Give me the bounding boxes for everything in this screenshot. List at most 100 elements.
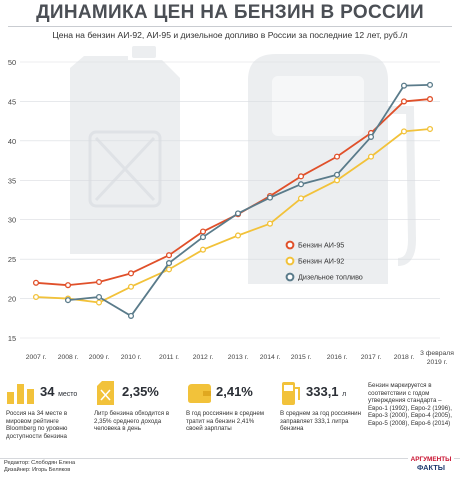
y-axis: 15 20 25 30 35 40 45 50: [8, 58, 16, 343]
x-tick-label: 3 февраля: [420, 350, 454, 357]
svg-text:АРГУМЕНТЫ: АРГУМЕНТЫ: [411, 456, 452, 463]
fact-rating-desc: Россия на 34 месте в мировом рейтинге Bl…: [6, 410, 68, 440]
chart-subtitle: Цена на бензин АИ-92, АИ-95 и дизельное …: [52, 30, 408, 40]
data-point: [266, 220, 274, 227]
bars-icon: [7, 384, 34, 404]
x-tick-label: 2010 г.: [121, 354, 142, 361]
data-point: [165, 266, 173, 273]
canister-icon: [97, 381, 114, 405]
data-point: [127, 312, 135, 319]
legend-marker: [285, 256, 295, 266]
series-lines: [32, 81, 434, 319]
fact-liters-value: 333,1 л: [306, 384, 347, 399]
data-point: [400, 128, 408, 135]
fact-income-share: 2,35% Литр бензина обходится в 2,35% сре…: [92, 372, 178, 458]
data-point: [333, 171, 341, 178]
x-tick-label: 2018 г.: [394, 354, 415, 361]
x-tick-label: 2016 г.: [327, 354, 348, 361]
data-point: [367, 133, 375, 140]
data-point: [234, 210, 242, 217]
x-axis: 2007 г. 2008 г. 2009 г. 2010 г. 2011 г. 2012 …: [26, 350, 455, 366]
data-point: [426, 96, 434, 103]
fact-rating-value: 34 место: [40, 384, 78, 399]
y-tick-label: 15: [8, 334, 16, 343]
svg-text:ФАКТЫ: ФАКТЫ: [417, 463, 445, 472]
data-point: [297, 181, 305, 188]
fact-salary-share: 2,41% В год россиянин в среднем тратит н…: [184, 372, 272, 458]
fact-euro-standard-desc: Бензин маркируется в соответствии с годо…: [368, 382, 452, 427]
data-point: [234, 232, 242, 239]
data-point: [333, 153, 341, 160]
data-point: [199, 246, 207, 253]
designer-credit: Дизайнер: Игорь Беляков: [4, 467, 71, 474]
data-point: [32, 279, 40, 286]
x-tick-label: 2014 г.: [260, 354, 281, 361]
data-point: [426, 81, 434, 88]
x-tick-label: 2008 г.: [58, 354, 79, 361]
pump-hose-illustration: [388, 106, 417, 266]
y-tick-label: 40: [8, 137, 16, 146]
data-point: [165, 252, 173, 259]
title-divider: [8, 26, 452, 27]
page-title: ДИНАМИКА ЦЕН НА БЕНЗИН В РОССИИ: [36, 2, 424, 23]
fact-salary-share-value: 2,41%: [216, 384, 253, 399]
canister-cap-illustration: [132, 46, 156, 58]
data-point: [127, 283, 135, 290]
editor-credit: Редактор: Слободян Елена: [4, 460, 76, 466]
data-point: [127, 270, 135, 277]
fact-euro-standard: Бензин маркируется в соответствии с годо…: [366, 372, 456, 458]
data-point: [367, 153, 375, 160]
footer-divider: [0, 458, 460, 459]
x-tick-label: 2012 г.: [193, 354, 214, 361]
data-point: [426, 125, 434, 133]
data-point: [64, 282, 72, 289]
x-tick-label: 2013 г.: [228, 354, 249, 361]
publisher-logo: АРГУМЕНТЫ ФАКТЫ: [408, 452, 454, 474]
data-point: [266, 194, 274, 201]
data-point: [32, 293, 40, 301]
fact-liters-desc: В среднем за год россиянин заправляет 33…: [280, 410, 362, 433]
data-point: [400, 98, 408, 105]
footer-credits: Редактор: Слободян Елена Дизайнер: Игорь…: [4, 460, 75, 475]
data-point: [95, 293, 103, 301]
pump-window-illustration: [272, 76, 364, 136]
data-point: [165, 260, 173, 267]
data-point: [400, 82, 408, 89]
x-tick-label: 2015 г.: [291, 354, 312, 361]
fact-income-share-value: 2,35%: [122, 384, 159, 399]
legend-label: Дизельное топливо: [298, 273, 363, 282]
y-tick-label: 20: [8, 295, 16, 304]
data-point: [297, 195, 305, 202]
data-point: [199, 228, 207, 235]
fact-liters: 333,1 л В среднем за год россиянин запра…: [278, 372, 362, 458]
y-tick-label: 30: [8, 216, 16, 225]
fact-income-share-desc: Литр бензина обходится в 2,35% среднего …: [94, 410, 170, 433]
y-tick-label: 35: [8, 176, 16, 185]
y-tick-label: 50: [8, 58, 16, 67]
y-tick-label: 25: [8, 255, 16, 264]
legend-marker: [285, 240, 295, 250]
canister-marks: [88, 130, 162, 208]
x-tick-label: 2009 г.: [89, 354, 110, 361]
data-point: [95, 299, 103, 306]
legend-label: Бензин АИ-95: [298, 241, 344, 250]
series-line: [67, 83, 431, 317]
x-tick-label: 2019 г.: [427, 359, 448, 366]
x-tick-label: 2011 г.: [159, 354, 179, 361]
facts-panel: 34 место Россия на 34 месте в мировом ре…: [0, 372, 460, 458]
canister-illustration: [70, 56, 180, 254]
x-tick-label: 2007 г.: [26, 354, 47, 361]
fuel-pump-icon: [282, 382, 300, 405]
data-point: [297, 173, 305, 180]
fact-salary-share-desc: В год россиянин в среднем тратит на бенз…: [186, 410, 265, 433]
legend-label: Бензин АИ-92: [298, 257, 344, 266]
data-point: [95, 278, 103, 286]
legend: Бензин АИ-95 Бензин АИ-92 Дизельное топлив…: [285, 240, 363, 282]
y-tick-label: 45: [8, 97, 16, 106]
data-point: [333, 177, 341, 184]
data-point: [64, 297, 72, 304]
data-point: [199, 234, 207, 241]
legend-marker: [285, 272, 295, 282]
